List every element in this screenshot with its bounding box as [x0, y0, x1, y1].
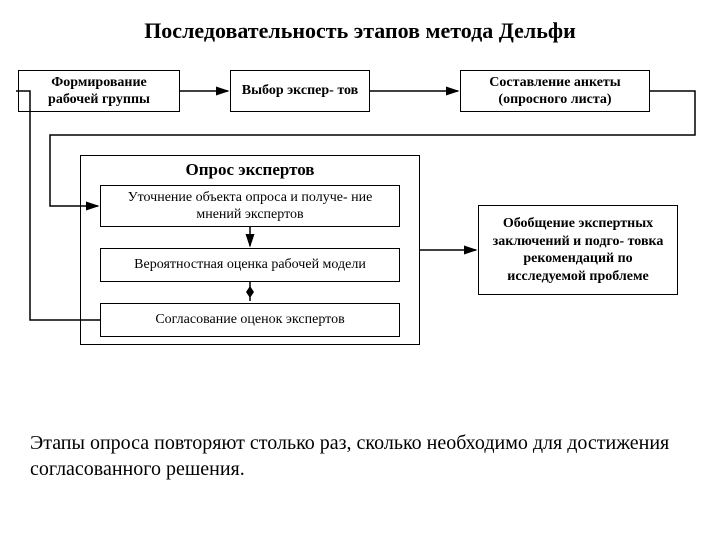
box-conclusion-label: Обобщение экспертных заключений и подго-…	[489, 215, 667, 285]
survey-step2: Вероятностная оценка рабочей модели	[100, 248, 400, 282]
survey-step3-label: Согласование оценок экспертов	[155, 311, 344, 329]
box-questionnaire: Составление анкеты (опросного листа)	[460, 70, 650, 112]
box-formation-label: Формирование рабочей группы	[29, 74, 169, 109]
survey-step1-label: Уточнение объекта опроса и получе- ние м…	[111, 189, 389, 224]
box-conclusion: Обобщение экспертных заключений и подго-…	[478, 205, 678, 295]
caption-text: Этапы опроса повторяют столько раз, скол…	[30, 430, 690, 482]
survey-step1: Уточнение объекта опроса и получе- ние м…	[100, 185, 400, 227]
survey-title: Опрос экспертов	[81, 160, 419, 180]
box-questionnaire-label: Составление анкеты (опросного листа)	[471, 74, 639, 109]
box-experts-label: Выбор экспер- тов	[242, 82, 358, 100]
page-title: Последовательность этапов метода Дельфи	[0, 18, 720, 44]
survey-step3: Согласование оценок экспертов	[100, 303, 400, 337]
box-experts: Выбор экспер- тов	[230, 70, 370, 112]
survey-step2-label: Вероятностная оценка рабочей модели	[134, 256, 366, 274]
box-formation: Формирование рабочей группы	[18, 70, 180, 112]
